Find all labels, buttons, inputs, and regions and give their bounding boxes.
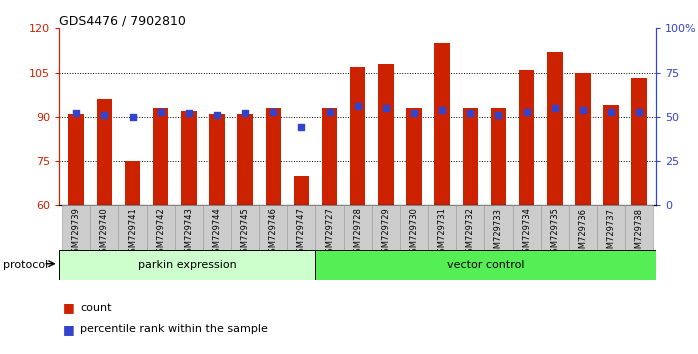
- Text: count: count: [80, 303, 112, 313]
- Text: GDS4476 / 7902810: GDS4476 / 7902810: [59, 14, 186, 27]
- Text: GSM729732: GSM729732: [466, 207, 475, 258]
- Bar: [575, 73, 591, 205]
- Bar: [322, 108, 337, 205]
- Text: GSM729739: GSM729739: [72, 207, 81, 258]
- Bar: [231, 205, 259, 250]
- Bar: [597, 205, 625, 250]
- Point: [184, 110, 195, 116]
- Bar: [147, 205, 174, 250]
- Text: GSM729746: GSM729746: [269, 207, 278, 258]
- Point: [577, 107, 588, 113]
- Bar: [434, 43, 450, 205]
- Text: vector control: vector control: [447, 259, 524, 270]
- Bar: [406, 108, 422, 205]
- Bar: [378, 64, 394, 205]
- Text: parkin expression: parkin expression: [138, 259, 237, 270]
- Bar: [119, 205, 147, 250]
- Bar: [153, 108, 168, 205]
- Bar: [519, 70, 535, 205]
- Bar: [512, 205, 541, 250]
- Point: [380, 105, 392, 111]
- Text: GSM729729: GSM729729: [381, 207, 390, 258]
- Bar: [62, 205, 90, 250]
- Point: [352, 103, 363, 109]
- Text: GSM729730: GSM729730: [410, 207, 419, 258]
- Text: GSM729727: GSM729727: [325, 207, 334, 258]
- Text: GSM729731: GSM729731: [438, 207, 447, 258]
- Bar: [491, 108, 506, 205]
- Text: GSM729742: GSM729742: [156, 207, 165, 258]
- Bar: [632, 79, 647, 205]
- Bar: [294, 176, 309, 205]
- Bar: [625, 205, 653, 250]
- Bar: [484, 205, 512, 250]
- Bar: [203, 205, 231, 250]
- Text: GSM729747: GSM729747: [297, 207, 306, 258]
- Point: [408, 110, 419, 116]
- Bar: [96, 99, 112, 205]
- Bar: [59, 250, 315, 280]
- Bar: [237, 114, 253, 205]
- Text: percentile rank within the sample: percentile rank within the sample: [80, 324, 268, 334]
- Bar: [259, 205, 288, 250]
- Bar: [209, 114, 225, 205]
- Bar: [350, 67, 366, 205]
- Point: [436, 107, 447, 113]
- Text: GSM729733: GSM729733: [494, 207, 503, 258]
- Point: [268, 109, 279, 114]
- Bar: [569, 205, 597, 250]
- Point: [465, 110, 476, 116]
- Text: ■: ■: [63, 323, 75, 336]
- Point: [324, 109, 335, 114]
- Text: GSM729735: GSM729735: [550, 207, 559, 258]
- Point: [605, 109, 616, 114]
- Bar: [400, 205, 428, 250]
- Text: GSM729737: GSM729737: [607, 207, 616, 258]
- Point: [521, 109, 532, 114]
- Bar: [541, 205, 569, 250]
- Text: protocol: protocol: [3, 260, 49, 270]
- Text: GSM729738: GSM729738: [634, 207, 644, 258]
- Point: [155, 109, 166, 114]
- Bar: [343, 205, 372, 250]
- Bar: [372, 205, 400, 250]
- Bar: [174, 205, 203, 250]
- Text: GSM729728: GSM729728: [353, 207, 362, 258]
- Bar: [181, 111, 197, 205]
- Point: [549, 105, 560, 111]
- Point: [493, 112, 504, 118]
- Text: GSM729741: GSM729741: [128, 207, 137, 258]
- Text: GSM729745: GSM729745: [241, 207, 250, 258]
- Point: [634, 109, 645, 114]
- Text: GSM729736: GSM729736: [579, 207, 588, 258]
- Point: [70, 110, 82, 116]
- Bar: [288, 205, 315, 250]
- Bar: [428, 205, 456, 250]
- Bar: [90, 205, 119, 250]
- Bar: [603, 105, 619, 205]
- Text: GSM729740: GSM729740: [100, 207, 109, 258]
- Bar: [547, 52, 563, 205]
- Text: GSM729744: GSM729744: [212, 207, 221, 258]
- Text: GSM729743: GSM729743: [184, 207, 193, 258]
- Bar: [456, 205, 484, 250]
- Text: ■: ■: [63, 302, 75, 314]
- Point: [239, 110, 251, 116]
- Bar: [315, 250, 656, 280]
- Bar: [125, 161, 140, 205]
- Bar: [463, 108, 478, 205]
- Bar: [68, 114, 84, 205]
- Bar: [315, 205, 343, 250]
- Text: GSM729734: GSM729734: [522, 207, 531, 258]
- Point: [296, 125, 307, 130]
- Bar: [265, 108, 281, 205]
- Point: [211, 112, 223, 118]
- Point: [127, 114, 138, 120]
- Point: [99, 112, 110, 118]
